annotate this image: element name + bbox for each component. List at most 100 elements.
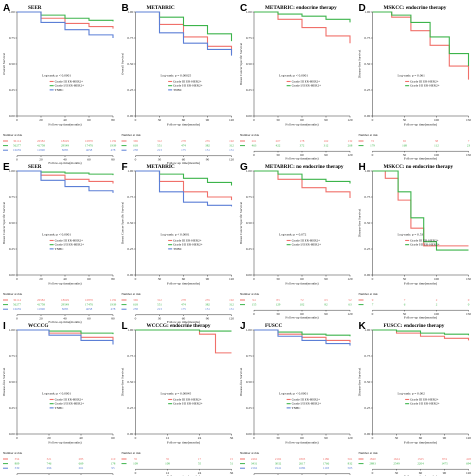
x-tick-label: 0 [135,436,137,440]
y-tick-label: 0.00 [246,432,252,436]
risk-count: 1939 [110,303,117,307]
risk-count: 312 [324,144,329,148]
y-tick-label: 0.25 [9,406,15,410]
x-tick-label: 60 [182,277,186,281]
panel-i: I WCCCG 0.00 0.25 0.50 0.75 1.00 0 20 40 60 Follow-… [2,321,116,476]
y-tick-label: 0.75 [246,354,252,358]
x-tick-label: 30 [395,436,399,440]
legend-entry: Grade I/II ER-HER2+ [292,84,321,88]
risk-count: 65 [403,139,407,143]
risk-count: 56277 [13,303,21,307]
y-tick-label: 0.25 [364,247,370,251]
x-tick-label: 60 [300,277,304,281]
risk-tick-label: 90 [206,157,210,161]
risk-tick-label: 0 [372,312,374,316]
panel-g: G METABRIC: no endocrine therapy 0.00 0.25 0… [239,162,353,320]
panel-d: D MSKCC: endocrine therapy 0.00 0.25 0.50 0.7… [358,3,472,161]
y-tick-label: 0.00 [364,273,370,277]
x-axis-label: Follow-up time(months) [167,441,200,445]
panel-label: K [359,321,367,332]
x-tick-label: 0 [135,277,137,281]
x-tick-label: 80 [111,118,115,122]
y-tick-label: 0.50 [9,221,15,225]
legend-entry: Grade I/II ER-HER2+ [292,402,321,406]
panel-title: WCCCG: endocrine therapy [147,323,211,329]
risk-tick-label: 30 [276,312,280,316]
y-tick-label: 1.00 [364,328,370,332]
risk-count: 1186 [323,457,330,461]
risk-count: 7 [404,298,406,302]
risk-axis-label: Follow-up time(months) [285,316,318,320]
risk-count: 168 [402,144,407,148]
y-tick-label: 0.75 [246,195,252,199]
legend-entry: Grade I/II ER-HER2+ [173,402,202,406]
x-tick-label: 120 [229,277,234,281]
risk-count: 2204 [417,462,424,466]
risk-count: 1325 [417,457,424,461]
x-tick-label: 20 [39,118,43,122]
risk-count: 1939 [110,144,117,148]
risk-count: 213 [157,307,162,311]
risk-count: 2192 [275,457,282,461]
risk-count: 3431 [251,462,258,466]
risk-tick-label: 30 [276,153,280,157]
y-axis-label: Breast Cancer Specific Survival [2,202,6,244]
risk-tick-label: 20 [39,157,43,161]
panel-title: METABRIC [147,164,175,170]
risk-count: 0 [468,303,470,307]
x-tick-label: 0 [253,436,255,440]
risk-tick-label: 36 [230,471,234,475]
x-tick-label: 100 [434,277,439,281]
risk-count: 312 [229,303,234,307]
x-tick-label: 40 [63,277,67,281]
legend-entry: Grade I/II ER-HER2+ [55,84,84,88]
risk-tick-label: 40 [63,157,67,161]
risk-count: 129 [276,303,281,307]
survival-curve-2 [372,170,469,251]
legend-entry: TNBC [173,247,183,251]
x-tick-label: 60 [182,118,186,122]
x-tick-label: 60 [300,118,304,122]
panel-title: METABRIC [147,5,175,11]
legend-entry: Grade III ER-HER2+ [410,238,439,242]
risk-count: 278 [181,139,186,143]
risk-table-title: Number at risk [3,451,23,455]
risk-tick-label: 80 [111,157,115,161]
risk-count: 1139 [110,139,117,143]
risk-count: 2617 [299,462,306,466]
risk-count: 1686 [299,466,306,470]
y-tick-label: 1.00 [127,169,133,173]
risk-count: 339 [15,466,20,470]
risk-count: 235 [205,298,210,302]
risk-tick-label: 20 [39,316,43,320]
risk-axis-label: Follow-up time(months) [167,320,200,324]
risk-tick-label: 40 [63,316,67,320]
risk-tick-label: 60 [300,153,304,157]
risk-tick-label: 0 [372,153,374,157]
risk-tick-label: 0 [135,316,137,320]
risk-count: 18629 [61,139,69,143]
x-tick-label: 90 [324,118,328,122]
survival-curve-3 [135,11,233,56]
risk-count: 618 [133,144,138,148]
risk-count: 29549 [61,303,69,307]
risk-tick-label: 120 [229,157,234,161]
legend-entry: Grade III ER-HER2+ [55,238,84,242]
x-tick-label: 60 [87,118,91,122]
logrank-stat: Log-rank: p = 0.00025 [160,73,191,77]
risk-count: 72 [371,139,375,143]
x-axis-label: Follow-up time(months) [167,282,200,286]
risk-count: 8285 [62,148,69,152]
risk-count: 478 [111,307,116,311]
risk-count: 285 [79,457,84,461]
panel-label: C [240,3,247,14]
risk-count: 2162 [251,466,258,470]
risk-tick-label: 0 [16,316,18,320]
x-tick-label: 90 [324,277,328,281]
risk-tick-label: 60 [182,316,186,320]
legend-entry: Grade III ER-HER2+ [173,397,202,401]
y-tick-label: 0.25 [9,247,15,251]
y-axis-label: Breast Cancer Specific Survival [239,43,243,85]
x-axis-label: Follow-up time(months) [285,282,318,286]
